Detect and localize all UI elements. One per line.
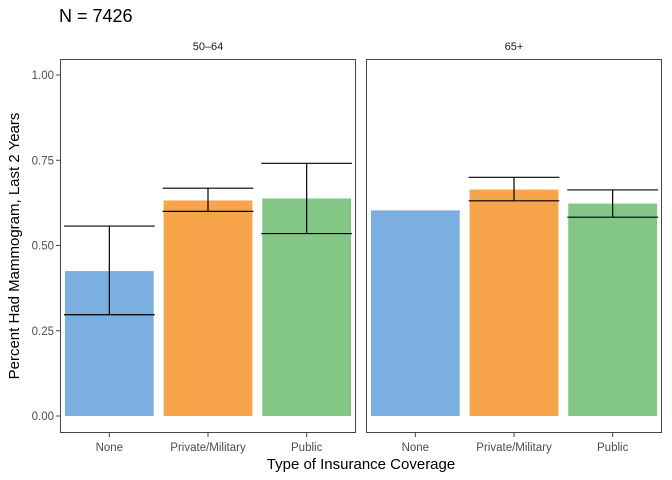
- x-tick-label: Private/Military: [170, 442, 246, 454]
- bar: [469, 189, 559, 416]
- x-tick-label: None: [96, 442, 124, 454]
- x-tick-label: Public: [291, 442, 323, 454]
- facets-group: 50–64 0.00 0.25 0.50 0.75 1.00 None Private/Mil…: [32, 41, 662, 454]
- bar: [568, 203, 658, 416]
- facet-label: 65+: [505, 41, 524, 53]
- bar: [262, 198, 352, 416]
- facet-panel-1: 50–64 0.00 0.25 0.50 0.75 1.00 None Private/Mil…: [32, 41, 356, 454]
- y-tick-label: 0.00: [32, 411, 54, 423]
- y-tick-label: 1.00: [32, 70, 54, 82]
- panel-border: [60, 59, 356, 433]
- x-axis-title: Type of Insurance Coverage: [267, 456, 455, 473]
- facet-panel-2: 65+ None Private/Military Public: [366, 41, 662, 454]
- chart-title: N = 7426: [59, 6, 133, 26]
- y-axis-title: Percent Had Mammogram, Last 2 Years: [6, 113, 23, 380]
- y-tick-label: 0.25: [32, 326, 54, 338]
- x-tick-label: None: [402, 442, 430, 454]
- x-tick-label: Private/Military: [476, 442, 552, 454]
- facet-label: 50–64: [193, 41, 224, 53]
- x-tick-label: Public: [597, 442, 629, 454]
- y-tick-label: 0.75: [32, 155, 54, 167]
- bar: [370, 210, 460, 416]
- y-tick-label: 0.50: [32, 241, 54, 253]
- panel-border: [366, 59, 662, 433]
- bar: [163, 200, 253, 416]
